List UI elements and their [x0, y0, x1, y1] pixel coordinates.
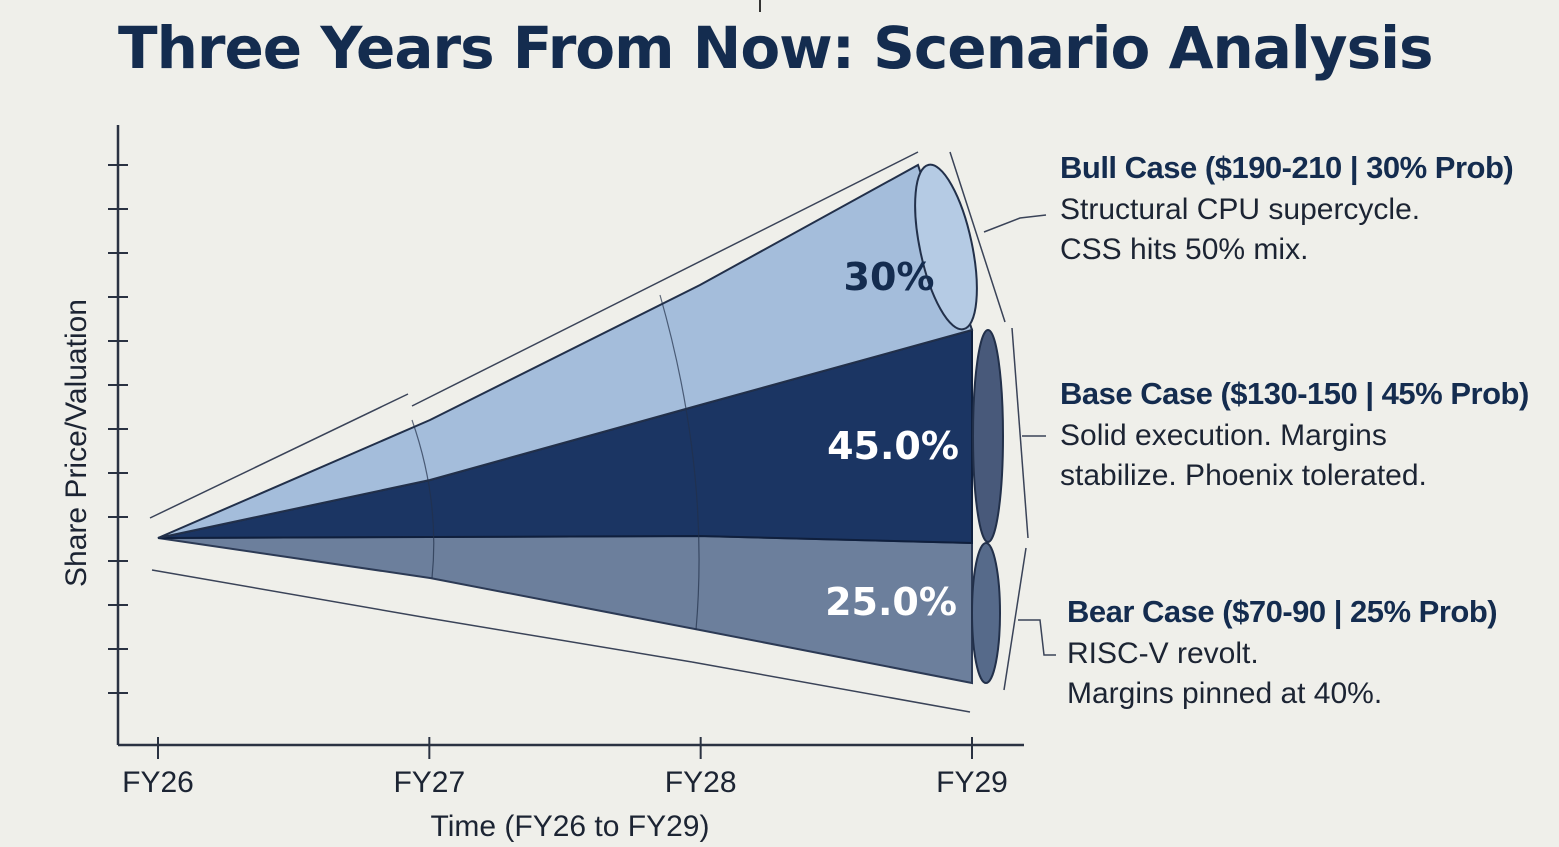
scenario-bear-line-2: Margins pinned at 40%.: [1067, 677, 1383, 710]
scenario-bear: Bear Case ($70-90 | 25% Prob) RISC-V rev…: [1067, 594, 1498, 714]
section-line-fy27: [411, 419, 435, 579]
probability-label-base: 45.0%: [827, 424, 959, 468]
dim-arrow-fy27-fy28-lower: [427, 617, 693, 663]
dim-arrow-fy27-fy29-upper: [411, 151, 919, 407]
probability-label-bull: 30%: [844, 255, 935, 299]
top-marker: [759, 0, 761, 12]
leader-bull: [983, 214, 1047, 233]
x-tick-label-fy29: FY29: [936, 766, 1008, 799]
scenario-bull-heading: Bull Case ($190-210 | 30% Prob): [1060, 150, 1514, 185]
probability-label-bear: 25.0%: [825, 580, 957, 624]
scenario-bear-heading: Bear Case ($70-90 | 25% Prob): [1067, 594, 1498, 629]
dim-bracket-bull: [949, 151, 1006, 323]
scenario-bull-line-2: CSS hits 50% mix.: [1060, 233, 1309, 266]
dim-arrow-fy26-fy27-upper: [149, 393, 409, 519]
y-axis-label: Share Price/Valuation: [60, 299, 93, 587]
scenario-base-heading: Base Case ($130-150 | 45% Prob): [1060, 376, 1529, 411]
x-tick-label-fy26: FY26: [122, 766, 194, 799]
scenario-base-line-2: stabilize. Phoenix tolerated.: [1060, 459, 1427, 492]
dim-arrow-fy28-fy29-lower: [691, 661, 971, 713]
cap-bear: [971, 542, 1001, 684]
chart-title: Three Years From Now: Scenario Analysis: [118, 14, 1434, 82]
x-axis-label: Time (FY26 to FY29): [431, 810, 710, 843]
dim-arrow-fy26-fy27-lower: [151, 569, 429, 619]
scenario-bull: Bull Case ($190-210 | 30% Prob) Structur…: [1060, 150, 1514, 270]
cap-base: [972, 329, 1004, 543]
scenario-base-line-1: Solid execution. Margins: [1060, 419, 1387, 452]
scenario-base: Base Case ($130-150 | 45% Prob) Solid ex…: [1060, 376, 1529, 496]
scenario-bull-line-1: Structural CPU supercycle.: [1060, 193, 1421, 226]
x-tick-label-fy28: FY28: [665, 766, 737, 799]
cap-bull: [914, 163, 978, 331]
dim-bracket-bear: [1003, 547, 1027, 691]
dim-bracket-base: [1011, 327, 1029, 539]
scenario-bear-line-1: RISC-V revolt.: [1067, 637, 1259, 670]
section-line-fy28: [659, 294, 700, 631]
x-tick-label-fy27: FY27: [393, 766, 465, 799]
leader-bear: [1018, 619, 1056, 656]
